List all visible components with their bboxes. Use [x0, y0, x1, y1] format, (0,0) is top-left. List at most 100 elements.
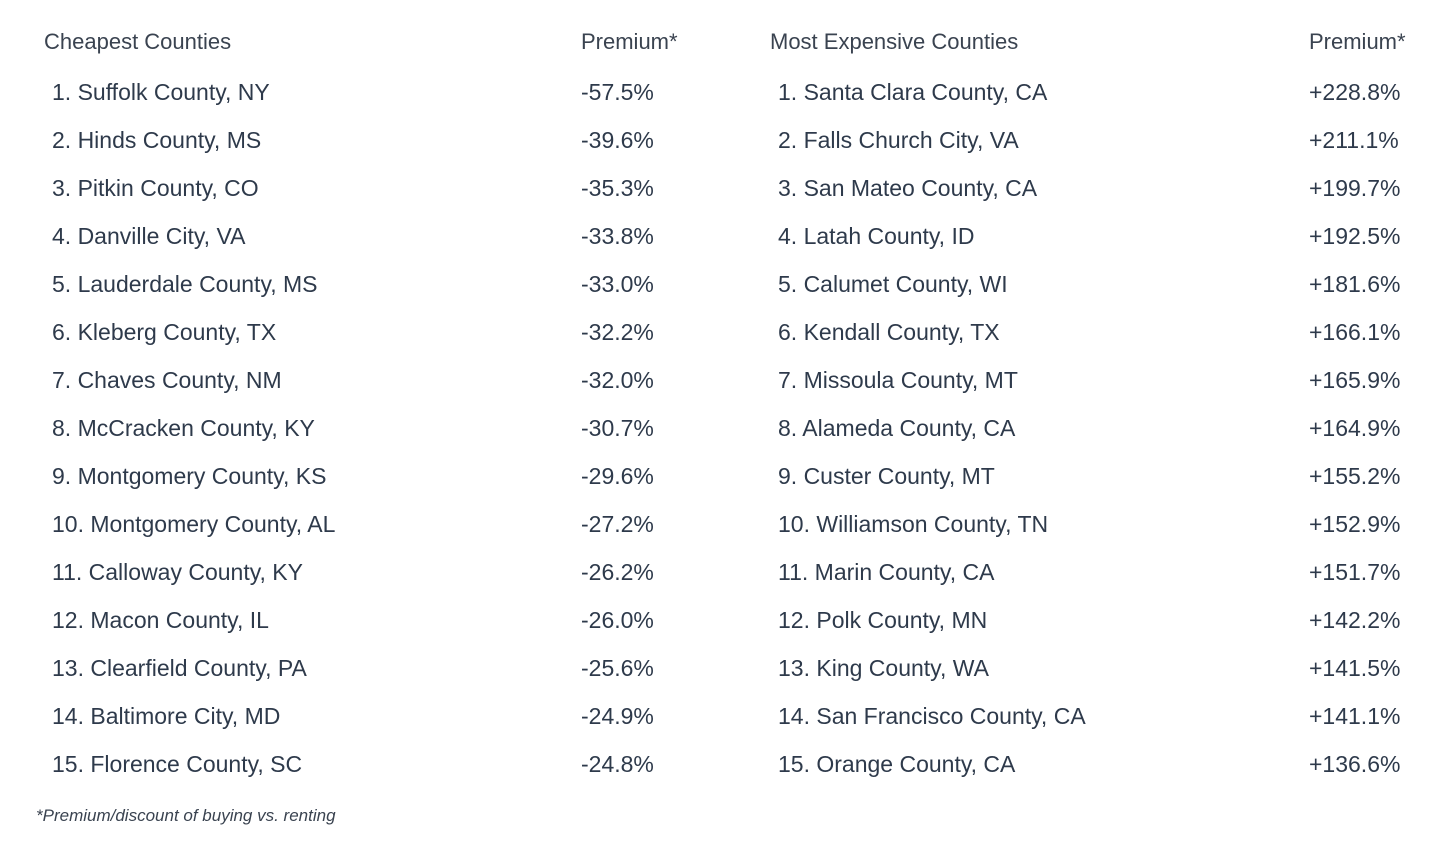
premium-value: +166.1% — [1309, 319, 1401, 345]
county-name: 11. Calloway County, KY — [52, 559, 303, 585]
table-row: 10. Williamson County, TN +152.9% — [770, 500, 1430, 548]
county-name: 6. Kleberg County, TX — [52, 319, 277, 345]
footnote: *Premium/discount of buying vs. renting — [36, 806, 336, 825]
premium-value: +151.7% — [1309, 559, 1401, 585]
table-row: 12. Polk County, MN +142.2% — [770, 596, 1430, 644]
table-row: 14. San Francisco County, CA +141.1% — [770, 692, 1430, 740]
table-row: 4. Danville City, VA -33.8% — [44, 212, 724, 260]
table-row: 8. Alameda County, CA +164.9% — [770, 404, 1430, 452]
table-row: 9. Montgomery County, KS -29.6% — [44, 452, 724, 500]
table-row: 10. Montgomery County, AL -27.2% — [44, 500, 724, 548]
county-name: 3. Pitkin County, CO — [52, 175, 259, 201]
premium-value: -26.2% — [581, 559, 654, 585]
table-row: 15. Florence County, SC -24.8% — [44, 740, 724, 788]
premium-value: +228.8% — [1309, 79, 1401, 105]
premium-value: -32.0% — [581, 367, 654, 393]
premium-value: -24.9% — [581, 703, 654, 729]
cheapest-header-label: Cheapest Counties — [44, 29, 232, 54]
county-name: 2. Hinds County, MS — [52, 127, 262, 153]
premium-value: -32.2% — [581, 319, 654, 345]
table-row: 4. Latah County, ID +192.5% — [770, 212, 1430, 260]
table-row: 11. Marin County, CA +151.7% — [770, 548, 1430, 596]
county-name: 13. Clearfield County, PA — [52, 655, 307, 681]
premium-value: +164.9% — [1309, 415, 1401, 441]
county-name: 14. Baltimore City, MD — [52, 703, 281, 729]
premium-value: -35.3% — [581, 175, 654, 201]
expensive-rows: 1. Santa Clara County, CA +228.8% 2. Fall… — [770, 68, 1430, 788]
county-name: 5. Calumet County, WI — [778, 271, 1008, 297]
premium-value: -33.8% — [581, 223, 654, 249]
cheapest-table-header: Cheapest Counties Premium* — [44, 20, 724, 64]
premium-value: +192.5% — [1309, 223, 1401, 249]
expensive-counties-table: Most Expensive Counties Premium* 1. Sant… — [770, 20, 1430, 788]
premium-value: -33.0% — [581, 271, 654, 297]
premium-value: -26.0% — [581, 607, 654, 633]
premium-value: +155.2% — [1309, 463, 1401, 489]
premium-value: +141.5% — [1309, 655, 1401, 681]
table-row: 7. Chaves County, NM -32.0% — [44, 356, 724, 404]
table-row: 13. Clearfield County, PA -25.6% — [44, 644, 724, 692]
premium-value: +199.7% — [1309, 175, 1401, 201]
table-row: 2. Falls Church City, VA +211.1% — [770, 116, 1430, 164]
premium-value: +181.6% — [1309, 271, 1401, 297]
expensive-premium-header: Premium* — [1309, 29, 1406, 54]
county-name: 14. San Francisco County, CA — [778, 703, 1086, 729]
table-row: 6. Kleberg County, TX -32.2% — [44, 308, 724, 356]
cheapest-counties-table: Cheapest Counties Premium* 1. Suffolk Co… — [44, 20, 724, 788]
premium-value: -24.8% — [581, 751, 654, 777]
premium-value: +152.9% — [1309, 511, 1401, 537]
county-name: 12. Macon County, IL — [52, 607, 269, 633]
county-name: 4. Latah County, ID — [778, 223, 975, 249]
county-name: 8. Alameda County, CA — [778, 415, 1016, 441]
premium-value: +211.1% — [1309, 127, 1399, 153]
county-name: 1. Suffolk County, NY — [52, 79, 270, 105]
table-row: 5. Calumet County, WI +181.6% — [770, 260, 1430, 308]
county-name: 2. Falls Church City, VA — [778, 127, 1019, 153]
table-row: 13. King County, WA +141.5% — [770, 644, 1430, 692]
county-name: 13. King County, WA — [778, 655, 989, 681]
premium-value: +165.9% — [1309, 367, 1401, 393]
table-row: 7. Missoula County, MT +165.9% — [770, 356, 1430, 404]
county-name: 1. Santa Clara County, CA — [778, 79, 1048, 105]
table-row: 6. Kendall County, TX +166.1% — [770, 308, 1430, 356]
table-row: 9. Custer County, MT +155.2% — [770, 452, 1430, 500]
county-name: 9. Montgomery County, KS — [52, 463, 327, 489]
premium-value: -30.7% — [581, 415, 654, 441]
table-row: 1. Santa Clara County, CA +228.8% — [770, 68, 1430, 116]
table-row: 8. McCracken County, KY -30.7% — [44, 404, 724, 452]
premium-value: -39.6% — [581, 127, 654, 153]
table-row: 11. Calloway County, KY -26.2% — [44, 548, 724, 596]
premium-value: +136.6% — [1309, 751, 1401, 777]
county-name: 4. Danville City, VA — [52, 223, 246, 249]
county-name: 11. Marin County, CA — [778, 559, 995, 585]
county-name: 6. Kendall County, TX — [778, 319, 1000, 345]
premium-value: +142.2% — [1309, 607, 1401, 633]
county-name: 9. Custer County, MT — [778, 463, 995, 489]
county-name: 10. Williamson County, TN — [778, 511, 1049, 537]
county-name: 10. Montgomery County, AL — [52, 511, 336, 537]
table-row: 14. Baltimore City, MD -24.9% — [44, 692, 724, 740]
cheapest-premium-header: Premium* — [581, 29, 678, 54]
county-name: 8. McCracken County, KY — [52, 415, 315, 441]
table-row: 5. Lauderdale County, MS -33.0% — [44, 260, 724, 308]
premium-value: -57.5% — [581, 79, 654, 105]
expensive-table-header: Most Expensive Counties Premium* — [770, 20, 1430, 64]
table-row: 3. San Mateo County, CA +199.7% — [770, 164, 1430, 212]
premium-value: -27.2% — [581, 511, 654, 537]
county-name: 12. Polk County, MN — [778, 607, 988, 633]
county-name: 5. Lauderdale County, MS — [52, 271, 318, 297]
table-row: 15. Orange County, CA +136.6% — [770, 740, 1430, 788]
table-row: 2. Hinds County, MS -39.6% — [44, 116, 724, 164]
premium-value: -25.6% — [581, 655, 654, 681]
county-name: 3. San Mateo County, CA — [778, 175, 1038, 201]
table-row: 1. Suffolk County, NY -57.5% — [44, 68, 724, 116]
expensive-header-label: Most Expensive Counties — [770, 29, 1019, 54]
premium-value: +141.1% — [1309, 703, 1401, 729]
county-name: 15. Orange County, CA — [778, 751, 1016, 777]
county-name: 7. Missoula County, MT — [778, 367, 1018, 393]
county-name: 7. Chaves County, NM — [52, 367, 282, 393]
cheapest-rows: 1. Suffolk County, NY -57.5% 2. Hinds Cou… — [44, 68, 724, 788]
premium-value: -29.6% — [581, 463, 654, 489]
table-row: 3. Pitkin County, CO -35.3% — [44, 164, 724, 212]
county-name: 15. Florence County, SC — [52, 751, 303, 777]
